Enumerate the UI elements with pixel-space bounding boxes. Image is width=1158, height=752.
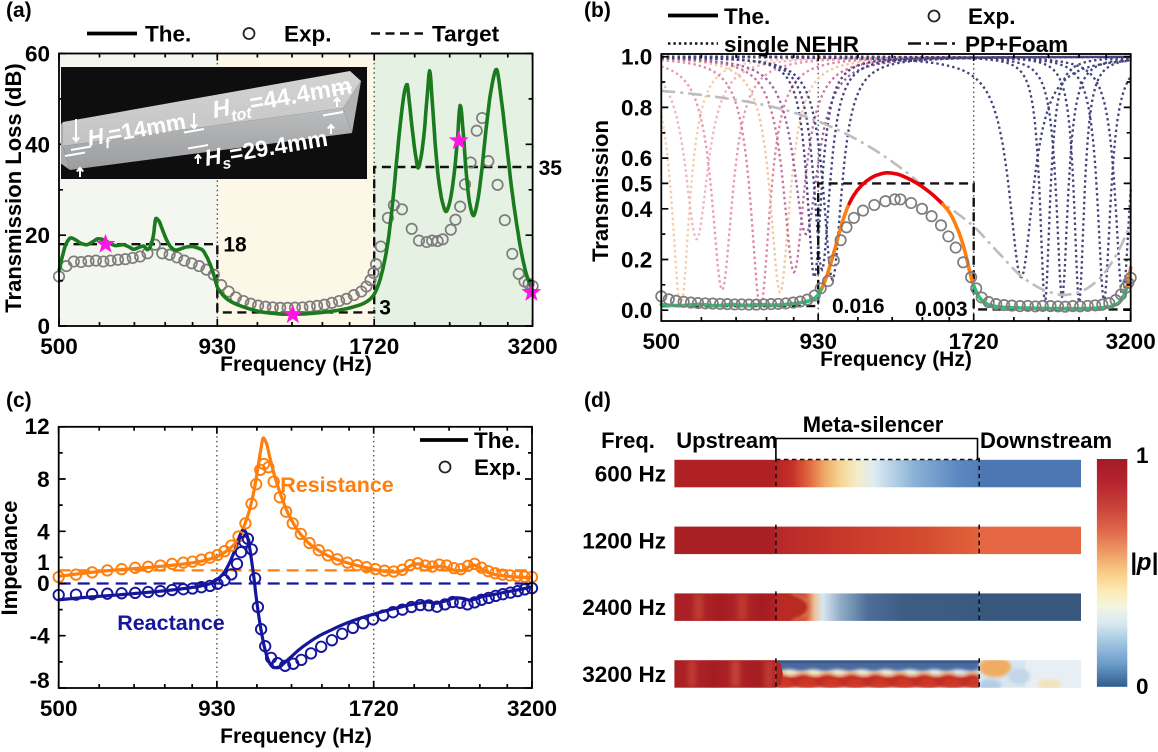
svg-text:(c): (c) (6, 389, 32, 412)
svg-text:Frequency (Hz): Frequency (Hz) (220, 353, 372, 376)
svg-text:500: 500 (643, 329, 681, 354)
svg-text:0.6: 0.6 (621, 146, 652, 171)
svg-text:Transmission Loss (dB): Transmission Loss (dB) (1, 63, 26, 312)
svg-text:PP+Foam: PP+Foam (965, 32, 1068, 57)
svg-text:0.0: 0.0 (621, 298, 652, 323)
svg-text:3200: 3200 (1106, 329, 1156, 354)
svg-text:8: 8 (37, 467, 50, 492)
svg-text:The.: The. (474, 428, 520, 453)
svg-text:1: 1 (1136, 443, 1149, 468)
svg-text:(a): (a) (6, 0, 32, 22)
svg-text:0.2: 0.2 (621, 248, 652, 273)
svg-text:Exp.: Exp. (474, 455, 522, 480)
svg-text:18: 18 (223, 233, 247, 256)
svg-text:3200: 3200 (508, 334, 558, 359)
svg-text:The.: The. (724, 4, 770, 29)
svg-text:0.016: 0.016 (832, 295, 885, 318)
svg-text:Meta-silencer: Meta-silencer (803, 412, 944, 437)
svg-text:3: 3 (379, 296, 391, 319)
svg-text:(b): (b) (584, 0, 611, 22)
svg-text:Frequency (Hz): Frequency (Hz) (820, 348, 972, 371)
svg-text:600 Hz: 600 Hz (595, 462, 666, 487)
svg-text:930: 930 (799, 329, 837, 354)
svg-text:single NEHR: single NEHR (724, 32, 859, 57)
svg-text:Transmission: Transmission (588, 120, 613, 262)
svg-text:0.003: 0.003 (915, 298, 968, 321)
svg-text:The.: The. (145, 22, 191, 47)
svg-text:(d): (d) (584, 389, 611, 412)
svg-text:12: 12 (25, 414, 50, 439)
svg-text:1720: 1720 (349, 334, 399, 359)
svg-text:Frequency (Hz): Frequency (Hz) (220, 725, 372, 748)
svg-text:-8: -8 (30, 668, 50, 693)
svg-text:930: 930 (198, 696, 236, 721)
svg-text:Exp.: Exp. (968, 4, 1016, 29)
svg-text:500: 500 (40, 696, 78, 721)
svg-text:Reactance: Reactance (117, 611, 225, 635)
svg-text:1.0: 1.0 (621, 45, 652, 70)
svg-text:1720: 1720 (949, 329, 999, 354)
svg-text:Exp.: Exp. (284, 22, 332, 47)
svg-text:500: 500 (40, 334, 78, 359)
svg-text:Freq.: Freq. (601, 428, 655, 453)
svg-text:1: 1 (37, 550, 50, 575)
svg-text:1720: 1720 (349, 696, 399, 721)
svg-text:Resistance: Resistance (280, 473, 394, 497)
svg-text:3200 Hz: 3200 Hz (582, 662, 666, 687)
svg-text:0.5: 0.5 (621, 171, 652, 196)
svg-text:0: 0 (37, 314, 50, 339)
svg-text:2400 Hz: 2400 Hz (582, 595, 666, 620)
svg-text:0: 0 (37, 571, 50, 596)
svg-text:60: 60 (25, 42, 50, 67)
svg-text:Upstream: Upstream (676, 428, 777, 453)
svg-text:4: 4 (37, 519, 50, 544)
svg-text:Target: Target (432, 22, 500, 47)
svg-text:0.8: 0.8 (621, 95, 652, 120)
svg-text:20: 20 (25, 223, 50, 248)
svg-text:0: 0 (1136, 674, 1149, 699)
svg-text:Downstream: Downstream (980, 428, 1112, 453)
svg-text:1200 Hz: 1200 Hz (582, 528, 666, 553)
svg-text:Impedance: Impedance (0, 501, 22, 616)
svg-text:40: 40 (25, 132, 50, 157)
svg-text:0.4: 0.4 (621, 197, 653, 222)
svg-text:930: 930 (199, 334, 237, 359)
svg-text:3200: 3200 (507, 696, 557, 721)
svg-text:|p|: |p| (1130, 549, 1158, 576)
svg-text:-4: -4 (30, 624, 50, 649)
svg-text:35: 35 (539, 157, 563, 180)
